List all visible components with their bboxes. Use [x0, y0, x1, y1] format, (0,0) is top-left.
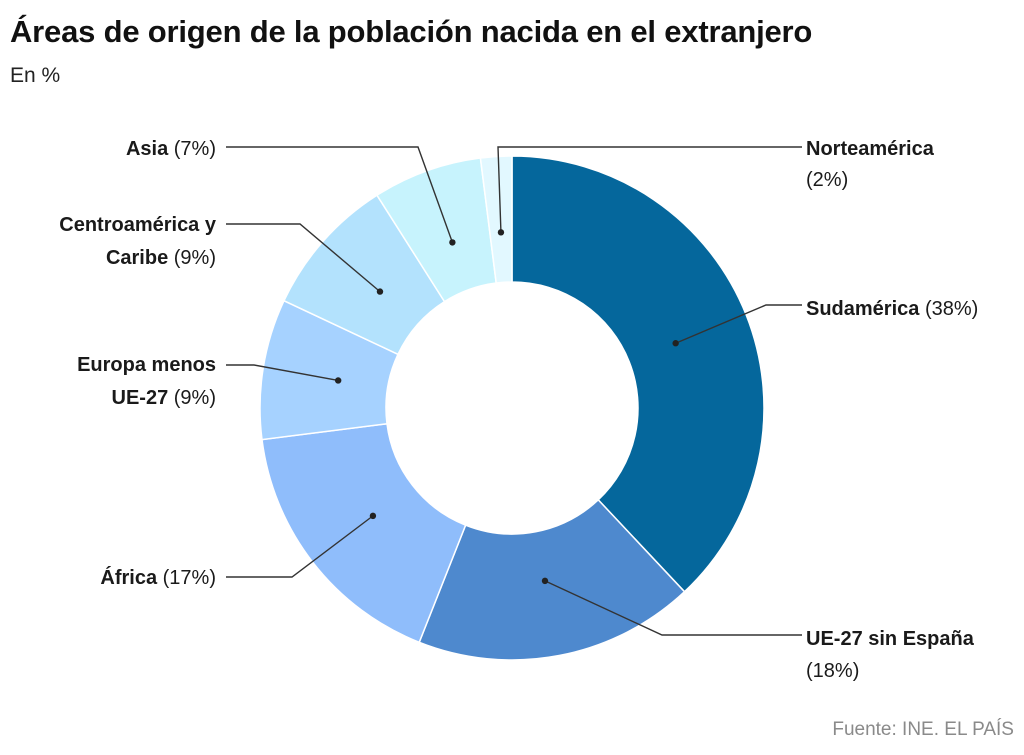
leader-dot-centroamerica-y-caribe — [376, 288, 384, 295]
leader-line-africa — [226, 515, 374, 578]
label-leaders — [226, 146, 802, 636]
leader-line-ue-27-sin-espana — [544, 580, 802, 636]
label-norteamerica: Norteamérica (2%) — [806, 138, 935, 191]
leader-dot-norteamerica — [497, 229, 505, 236]
label-europa-menos-ue-27: Europa menos UE-27 (9%) — [77, 354, 216, 409]
leader-dot-sudamerica — [672, 340, 679, 347]
slice-norteamerica — [479, 155, 513, 284]
donut-slices — [259, 155, 765, 661]
label-sudamerica: Sudamérica (38%) — [806, 298, 978, 320]
label-ue-27-sin-espana: UE-27 sin España (18%) — [806, 628, 975, 682]
leader-dot-asia — [449, 239, 456, 246]
leader-dot-africa — [369, 512, 377, 520]
leader-line-asia — [226, 146, 454, 243]
label-africa: África (17%) — [100, 566, 216, 589]
leader-line-europa-menos-ue-27 — [226, 364, 339, 382]
chart-title: Áreas de origen de la población nacida e… — [10, 14, 813, 49]
slice-ue-27-sin-espana — [418, 498, 686, 661]
slice-sudamerica — [511, 155, 765, 593]
leader-line-norteamerica — [497, 146, 802, 233]
slice-africa — [261, 422, 467, 644]
leader-line-centroamerica-y-caribe — [226, 223, 381, 293]
source-note: Fuente: INE. EL PAÍS — [832, 719, 1014, 740]
label-asia: Asia (7%) — [126, 138, 216, 160]
leader-dot-europa-menos-ue-27 — [334, 377, 342, 384]
leader-line-sudamerica — [675, 304, 802, 344]
label-centroamerica-y-caribe: Centroamérica y Caribe (9%) — [59, 214, 217, 269]
slice-labels: Sudamérica (38%) UE-27 sin España (18%) Áfr… — [59, 138, 978, 682]
chart-subtitle: En % — [10, 64, 61, 87]
leader-dot-ue-27-sin-espana — [541, 577, 549, 585]
